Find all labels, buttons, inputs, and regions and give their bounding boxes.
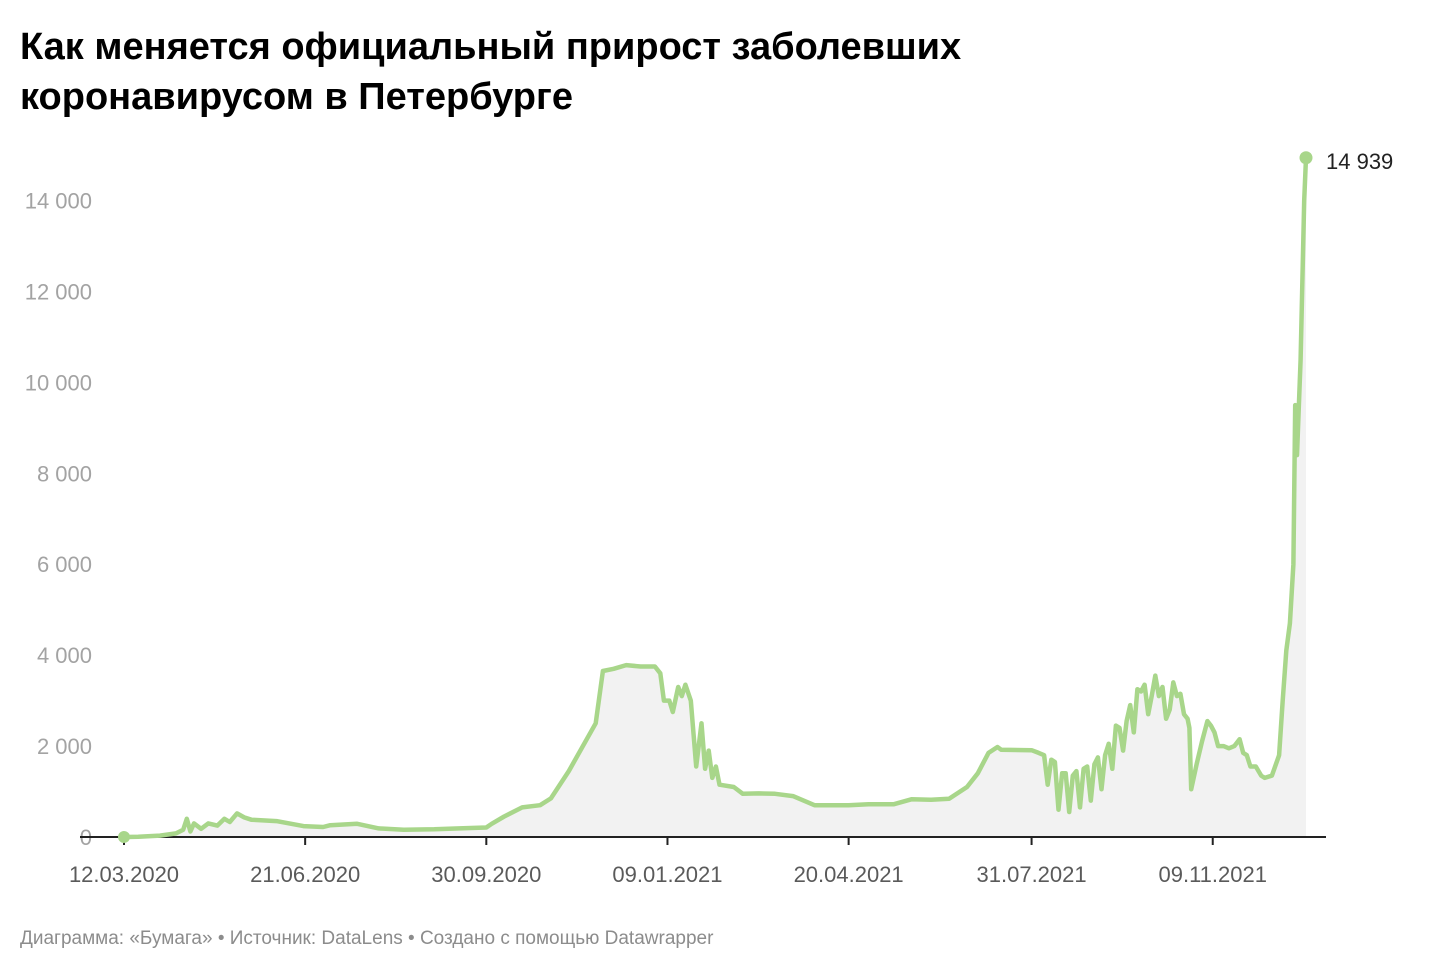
x-tick-label: 09.01.2021 xyxy=(612,862,722,887)
y-tick-label: 8 000 xyxy=(37,461,92,486)
last-value-label: 14 939 xyxy=(1326,149,1393,174)
first-point-marker xyxy=(118,831,130,843)
annotation-layer: 14 939 xyxy=(118,149,1393,843)
x-tick-label: 09.11.2021 xyxy=(1158,862,1266,887)
area-fill-layer xyxy=(124,157,1306,838)
x-tick-label: 12.03.2020 xyxy=(69,862,179,887)
x-tick-label: 21.06.2020 xyxy=(250,862,360,887)
footer-credits: Диаграмма: «Бумага» • Источник: DataLens… xyxy=(20,928,714,949)
x-tick-label: 20.04.2021 xyxy=(794,862,904,887)
y-tick-label: 12 000 xyxy=(25,279,92,304)
x-tick-label: 30.09.2020 xyxy=(431,862,541,887)
x-axis: 12.03.2020 21.06.2020 30.09.2020 09.01.2021… xyxy=(69,836,1326,887)
y-tick-label: 2 000 xyxy=(37,734,92,759)
series-area-fill xyxy=(124,157,1306,838)
y-tick-label: 6 000 xyxy=(37,552,92,577)
y-tick-label: 10 000 xyxy=(25,370,92,395)
series-line-layer xyxy=(121,155,1309,840)
y-tick-label: 4 000 xyxy=(37,643,92,668)
last-point-marker xyxy=(1299,151,1313,165)
chart-title: Как меняется официальный прирост заболев… xyxy=(20,26,962,118)
y-tick-label: 14 000 xyxy=(25,188,92,213)
x-tick-label: 31.07.2021 xyxy=(977,862,1087,887)
series-line xyxy=(121,155,1309,840)
